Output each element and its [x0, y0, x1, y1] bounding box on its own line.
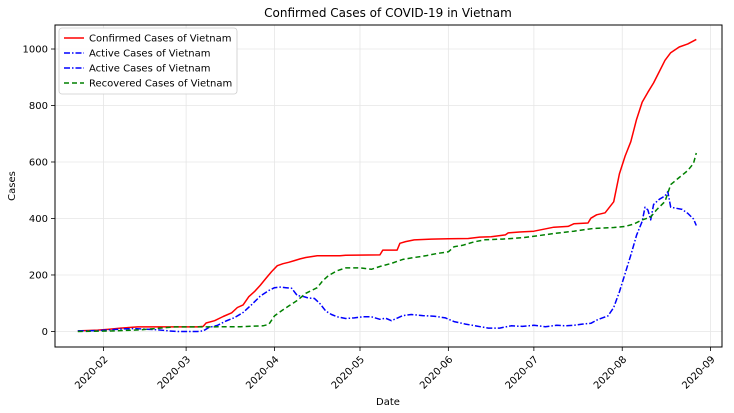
legend-box [58, 27, 238, 95]
y-tick-label: 1000 [23, 45, 48, 56]
y-tick-label: 0 [42, 327, 48, 338]
legend-label: Confirmed Cases of Vietnam [89, 34, 231, 45]
y-tick-label: 800 [29, 101, 48, 112]
y-axis-label: Cases [7, 171, 18, 201]
series-line [77, 152, 698, 333]
y-tick-label: 400 [29, 214, 48, 225]
legend-label: Active Cases of Vietnam [89, 64, 210, 75]
legend-label: Active Cases of Vietnam [89, 49, 210, 60]
x-axis-label: Date [376, 397, 400, 408]
chart-title: Confirmed Cases of COVID-19 in Vietnam [264, 6, 512, 20]
series-line [77, 190, 697, 333]
y-tick-label: 200 [29, 270, 48, 281]
legend-label: Recovered Cases of Vietnam [89, 79, 232, 90]
y-tick-label: 600 [29, 157, 48, 168]
legend: Confirmed Cases of Vietnam Active Cases o… [58, 27, 238, 95]
plot-series [77, 38, 698, 333]
plot-frame [54, 24, 723, 348]
series-line [77, 38, 697, 332]
